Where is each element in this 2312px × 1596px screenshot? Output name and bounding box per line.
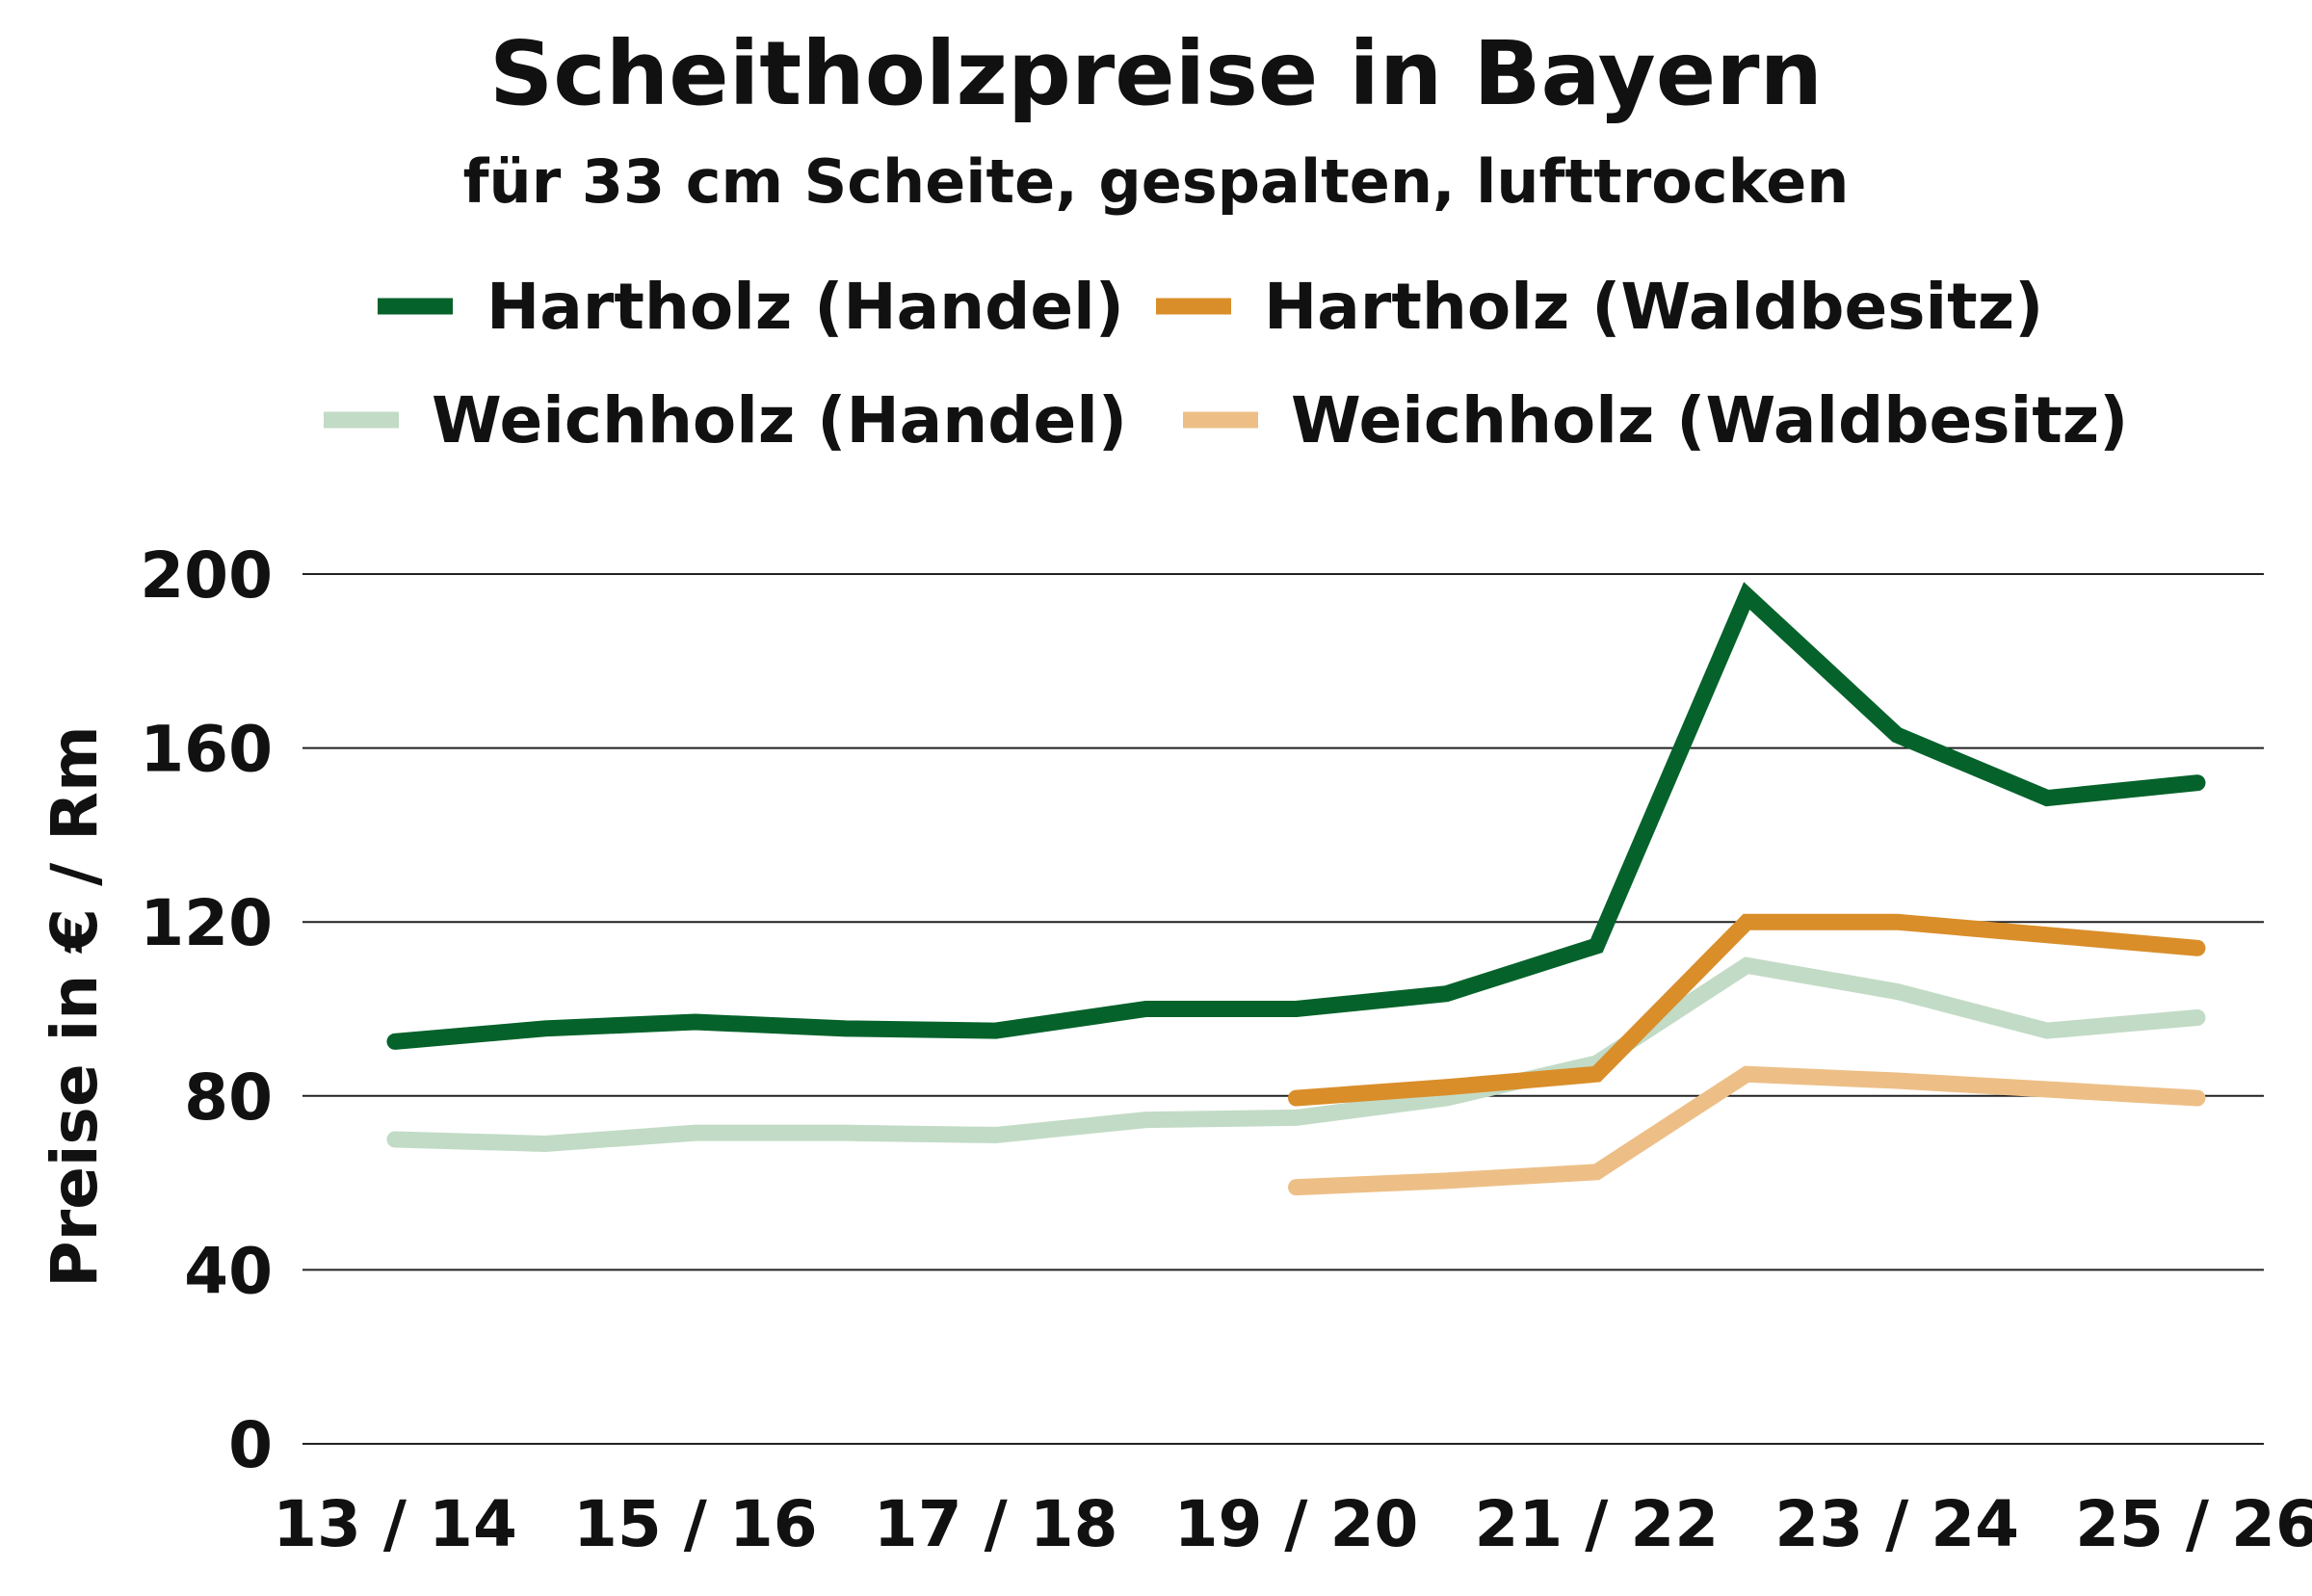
- series-line-0: [386, 582, 2206, 1050]
- legend: Hartholz (Handel) Hartholz (Waldbesitz) We…: [324, 270, 2128, 458]
- x-tick-label: 25 / 26: [2075, 1487, 2312, 1561]
- x-tick-label: 15 / 16: [573, 1487, 818, 1561]
- x-tick-label: 17 / 18: [874, 1487, 1118, 1561]
- x-tick-label: 23 / 24: [1774, 1487, 2019, 1561]
- series-line-1: [1288, 913, 2206, 1107]
- x-tick-label: 13 / 14: [273, 1487, 517, 1561]
- chart-title: Scheitholzpreise in Bayern: [489, 22, 1823, 125]
- legend-label: Hartholz (Waldbesitz): [1264, 270, 2043, 344]
- x-tick-label: 21 / 22: [1474, 1487, 1719, 1561]
- series-line-2: [386, 956, 2206, 1152]
- legend-label: Weichholz (Handel): [432, 383, 1127, 458]
- series-line-3: [1288, 1065, 2206, 1196]
- chart-subtitle: für 33 cm Scheite, gespalten, lufttrocke…: [463, 146, 1850, 217]
- y-axis-label: Preise in € / Rm: [38, 725, 112, 1288]
- y-axis-ticks: 0 40 80 120 160 200: [140, 538, 273, 1482]
- y-tick-label: 200: [140, 538, 273, 613]
- legend-label: Weichholz (Waldbesitz): [1291, 383, 2128, 458]
- x-tick-label: 19 / 20: [1174, 1487, 1419, 1561]
- series-lines: [386, 582, 2206, 1196]
- y-tick-label: 40: [184, 1234, 273, 1308]
- y-tick-label: 0: [228, 1408, 273, 1482]
- legend-label: Hartholz (Handel): [486, 270, 1124, 344]
- y-tick-label: 160: [140, 713, 273, 787]
- y-tick-label: 120: [140, 886, 273, 960]
- y-tick-label: 80: [184, 1060, 273, 1135]
- x-axis-ticks: 13 / 14 15 / 16 17 / 18 19 / 20 21 / 22 23 / …: [273, 1487, 2312, 1561]
